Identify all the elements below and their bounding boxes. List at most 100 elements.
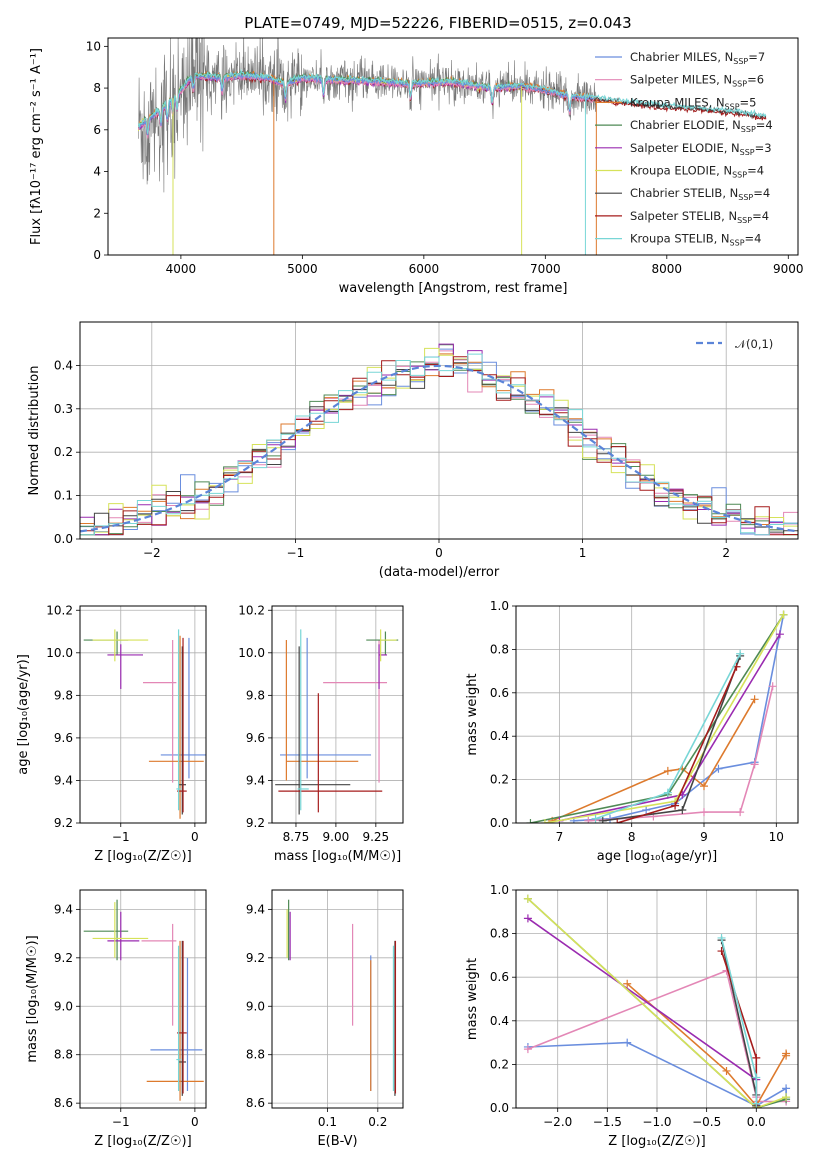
legend-suffix: =7 (748, 50, 765, 64)
y-tick-label: 0.2 (490, 773, 509, 787)
plot-area (80, 343, 798, 539)
histogram-kroupa_stelib (80, 353, 798, 539)
y-tick-label: 0.1 (54, 489, 73, 503)
plot-area (523, 894, 791, 1108)
errorbar-salpeter_miles (143, 640, 177, 783)
legend-text: Salpeter MILES, N (630, 73, 732, 87)
x-tick-label: 0 (191, 1115, 199, 1129)
x-tick-label: 9.00 (323, 830, 350, 844)
y-axis-label: mass weight (465, 958, 480, 1040)
y-tick-label: 8.8 (246, 1048, 265, 1062)
weight-marker-chabrier_stelib (598, 816, 607, 823)
errorbar-kroupa_miles (285, 640, 359, 781)
x-tick-label: −1.0 (642, 1115, 671, 1129)
y-tick-label: 4 (93, 165, 101, 179)
y-tick-label: 8.8 (54, 1048, 73, 1062)
y-tick-label: 9.8 (54, 688, 73, 702)
errorbar-kroupa_elodie (92, 902, 149, 958)
x-tick-label: 2 (722, 546, 730, 560)
plot-area (286, 899, 397, 1096)
y-tick-label: 10.0 (238, 646, 265, 660)
x-tick-label: 4000 (166, 262, 197, 276)
axes-frame (271, 605, 404, 824)
weight-marker-chabrier_miles (782, 1084, 791, 1093)
errorbar-chabrier_stelib (275, 646, 351, 815)
y-tick-label: 10.2 (46, 603, 73, 617)
weight-line-salpeter_miles (588, 686, 774, 822)
errorbar-chabrier_miles (160, 637, 206, 779)
y-tick-label: 0.2 (490, 1057, 509, 1071)
x-tick-label: 0 (435, 546, 443, 560)
axes-frame (515, 889, 799, 1109)
errorbar-salpeter_elodie (107, 644, 143, 689)
legend-suffix: =4 (753, 186, 770, 200)
errorbar-chabrier_elodie (366, 631, 399, 655)
legend-text: Salpeter STELIB, N (630, 209, 737, 223)
axes-frame (515, 605, 799, 824)
y-tick-label: 8.6 (54, 1096, 73, 1110)
x-tick-label: 8.75 (283, 830, 310, 844)
x-tick-label: −1 (112, 1115, 130, 1129)
weight-marker-chabrier_elodie (526, 819, 535, 823)
legend-text: Kroupa MILES, N (630, 95, 725, 109)
y-tick-label: 0.4 (490, 729, 509, 743)
x-tick-label: 9000 (773, 262, 804, 276)
errorbar-chabrier_stelib (178, 940, 186, 1096)
legend-entry-kroupa_miles: Kroupa MILES, NSSP=5 (630, 95, 756, 111)
errorbar-kroupa_miles (146, 940, 204, 1101)
errorbar-salpeter_stelib (278, 693, 383, 813)
x-tick-label: 0.2 (368, 1115, 387, 1129)
legend-text: Salpeter ELODIE, N (630, 141, 740, 155)
weight-marker-salpeter_elodie (775, 630, 784, 639)
y-tick-label: 6 (93, 123, 101, 137)
x-tick-label: −1 (287, 546, 305, 560)
y-tick-label: 1.0 (490, 883, 509, 897)
panel-mass_vs_EBV: 0.1 0.2 8.6 8.8 9.0 9.2 9.4 E(B-V) (246, 889, 404, 1149)
errorbar-kroupa_miles (148, 635, 204, 819)
panel-weight_vs_Z: −2.0 −1.5 −1.0 −0.5 0.0 0.0 0.2 0.4 0.6 0.8 1.0 Z [… (465, 883, 799, 1149)
x-tick-label: −0.5 (692, 1115, 721, 1129)
x-tick-label: 8 (628, 830, 636, 844)
legend-suffix: =4 (745, 232, 762, 246)
weight-marker-salpeter_miles (736, 808, 745, 817)
x-axis-label: Z [log₁₀(Z/Z☉)] (94, 849, 191, 864)
plot-area (526, 610, 788, 823)
x-tick-label: 9.25 (362, 830, 389, 844)
legend: 𝒩(0,1) (696, 337, 773, 351)
normal-reference-curve (80, 364, 798, 533)
x-tick-label: −2.0 (543, 1115, 572, 1129)
y-tick-label: 8 (93, 81, 101, 95)
legend-entry-salpeter_stelib: Salpeter STELIB, NSSP=4 (630, 209, 769, 225)
y-tick-label: 0.6 (490, 686, 509, 700)
legend-text: Kroupa STELIB, N (630, 232, 730, 246)
axes-frame (79, 889, 207, 1109)
y-tick-label: 9.6 (246, 731, 265, 745)
y-tick-label: 9.8 (246, 688, 265, 702)
weight-marker-kroupa_elodie (523, 894, 532, 903)
legend-entry-salpeter_elodie: Salpeter ELODIE, NSSP=3 (630, 141, 772, 157)
legend-sub: SSP (738, 193, 753, 202)
errorbar-kroupa_elodie (380, 629, 397, 662)
errorbar-chabrier_elodie (83, 631, 129, 655)
errorbar-kroupa_stelib (176, 629, 181, 811)
legend-sub: SSP (737, 216, 752, 225)
weight-marker-chabrier_miles (623, 1038, 632, 1047)
legend-entry-normal: 𝒩(0,1) (735, 337, 773, 351)
legend-entry-kroupa_elodie: Kroupa ELODIE, NSSP=4 (630, 164, 764, 180)
legend-suffix: =4 (752, 209, 769, 223)
weight-marker-kroupa_stelib (752, 1073, 761, 1082)
legend-sub: SSP (732, 171, 747, 180)
weight-marker-kroupa_stelib (717, 933, 726, 942)
legend-suffix: =4 (756, 118, 773, 132)
errorbar-chabrier_elodie (83, 899, 129, 961)
plot-area (137, 38, 767, 255)
weight-line-kroupa_elodie (544, 614, 785, 823)
x-tick-label: 0.0 (747, 1115, 766, 1129)
errorbar-chabrier_miles (150, 957, 203, 1092)
x-tick-label: −1 (112, 830, 130, 844)
weight-line-kroupa_elodie (527, 898, 787, 1108)
y-tick-label: 9.4 (246, 902, 265, 916)
panel-mass_vs_Z: −1 0 8.6 8.8 9.0 9.2 9.4 Z [log₁₀(Z/Z☉)] mass [l… (25, 889, 207, 1149)
histogram-kroupa_elodie (80, 347, 798, 539)
y-tick-label: 9.2 (54, 816, 73, 830)
